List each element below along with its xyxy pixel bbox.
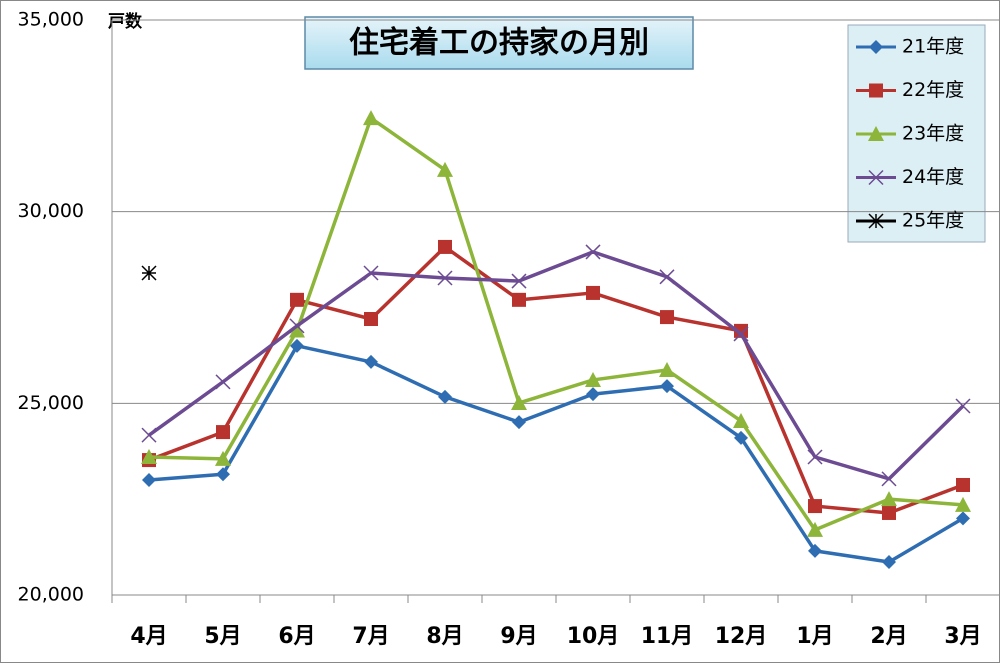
marker: [808, 499, 822, 514]
marker: [289, 322, 305, 338]
marker: [585, 244, 601, 260]
marker: [438, 389, 452, 404]
y-tick-label: 30,000: [18, 200, 84, 222]
marker: [290, 338, 304, 353]
marker: [141, 449, 157, 464]
marker: [512, 415, 526, 430]
x-tick-label: 5月: [204, 624, 241, 649]
marker: [289, 318, 305, 334]
marker: [215, 450, 231, 466]
marker: [216, 467, 230, 482]
marker: [659, 361, 675, 377]
series-line: [148, 245, 964, 515]
marker: [438, 239, 452, 254]
marker: [437, 270, 453, 286]
marker: [585, 371, 601, 387]
marker: [882, 555, 896, 570]
marker: [511, 273, 527, 289]
marker: [363, 110, 379, 126]
legend-label: 21年度: [902, 36, 964, 58]
marker: [807, 449, 823, 465]
marker: [808, 543, 822, 558]
marker: [956, 511, 970, 526]
marker: [733, 412, 749, 428]
marker: [364, 312, 378, 326]
y-axis-label: 戸数: [108, 11, 143, 32]
chart-title: 住宅着工の持家の月別: [349, 26, 649, 61]
marker: [586, 387, 600, 402]
marker: [141, 265, 157, 281]
marker: [869, 40, 883, 54]
marker: [660, 310, 674, 325]
marker: [881, 471, 897, 487]
x-tick-label: 9月: [500, 624, 537, 649]
marker: [216, 425, 230, 440]
marker: [734, 430, 748, 445]
series-line: [147, 250, 965, 481]
marker: [733, 326, 749, 342]
marker: [868, 126, 884, 141]
marker: [660, 379, 674, 394]
marker: [364, 354, 378, 369]
x-tick-label: 1月: [796, 624, 833, 649]
y-tick-label: 25,000: [18, 392, 84, 414]
y-tick-label: 35,000: [18, 9, 84, 31]
marker: [868, 213, 884, 229]
series-line: [148, 344, 964, 564]
x-tick-label: 2月: [870, 624, 907, 649]
x-tick-label: 10月: [567, 624, 620, 649]
marker: [868, 169, 884, 186]
y-tick-label: 20,000: [18, 584, 84, 606]
marker: [955, 398, 971, 414]
title-box: [304, 16, 694, 70]
marker: [586, 285, 600, 300]
legend-label: 24年度: [902, 166, 964, 188]
marker: [881, 491, 897, 507]
x-tick-label: 4月: [130, 624, 167, 649]
x-tick-label: 11月: [641, 624, 694, 649]
legend-label: 25年度: [902, 210, 964, 232]
x-tick-label: 7月: [352, 624, 389, 649]
marker: [734, 323, 748, 338]
marker: [512, 292, 526, 307]
marker: [955, 496, 971, 512]
series-line: [148, 116, 964, 532]
x-tick-label: 8月: [426, 624, 463, 649]
x-tick-label: 3月: [944, 624, 981, 649]
legend-label: 23年度: [902, 123, 964, 145]
marker: [437, 161, 453, 177]
marker: [869, 83, 883, 98]
marker: [141, 427, 157, 443]
marker: [142, 473, 156, 487]
marker: [807, 521, 823, 537]
marker: [290, 292, 304, 307]
marker: [511, 394, 527, 410]
marker: [882, 505, 896, 520]
marker: [659, 269, 675, 285]
marker: [363, 265, 379, 281]
marker: [215, 374, 231, 390]
x-tick-label: 6月: [278, 624, 315, 649]
x-tick-label: 12月: [715, 624, 768, 649]
legend-label: 22年度: [902, 79, 964, 101]
marker: [956, 477, 970, 492]
